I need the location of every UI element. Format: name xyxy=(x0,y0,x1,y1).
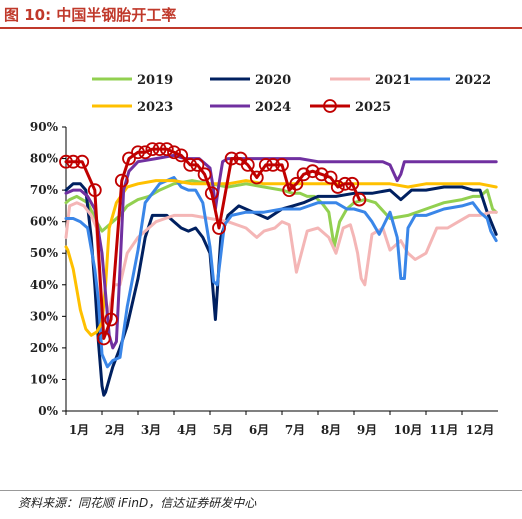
point-2025 xyxy=(240,157,255,172)
x-tick-label: 3月 xyxy=(141,423,161,437)
y-tick-label: 0% xyxy=(38,404,58,418)
point-2025 xyxy=(275,157,289,172)
point-2025 xyxy=(174,148,189,163)
legend-label-2021: 2021 xyxy=(375,73,411,88)
x-tick-label: 2月 xyxy=(105,423,125,437)
x-tick-label: 4月 xyxy=(177,423,197,437)
series-line-2025 xyxy=(64,147,361,340)
x-tick-label: 9月 xyxy=(357,423,377,437)
point-2025 xyxy=(183,157,198,172)
legend-item-2024: 2024 xyxy=(210,100,291,115)
point-2025 xyxy=(296,167,311,182)
x-tick-label: 12月 xyxy=(466,423,495,437)
point-2025 xyxy=(258,157,273,172)
legend-label-2019: 2019 xyxy=(137,73,173,88)
point-2025 xyxy=(96,331,111,346)
point-2025 xyxy=(323,170,338,185)
point-2025 xyxy=(87,183,102,198)
point-2025 xyxy=(289,176,304,191)
figure-title: 图 10: 中国半钢胎开工率 xyxy=(4,6,177,24)
point-2025 xyxy=(305,164,320,179)
legend-label-2022: 2022 xyxy=(455,73,491,88)
x-tick-label: 10月 xyxy=(394,423,423,437)
legend-marker-2025 xyxy=(323,99,337,113)
point-2025 xyxy=(224,151,239,166)
point-2025 xyxy=(104,312,118,327)
x-tick-label: 8月 xyxy=(321,423,341,437)
legend-label-2025: 2025 xyxy=(355,100,391,115)
point-2025 xyxy=(131,145,145,160)
point-2025 xyxy=(59,154,73,169)
series-line-2020 xyxy=(64,182,498,397)
axes: 0% 10% 20% 30% 40% 50% 60% 70% 80% 90% 1月 2月 3月 4月 5月 6… xyxy=(30,120,498,437)
x-tick-label: 11月 xyxy=(430,423,459,437)
y-tick-label: 70% xyxy=(30,183,59,197)
point-2025 xyxy=(197,167,212,182)
series-line-2022 xyxy=(64,176,498,369)
point-2025 xyxy=(266,157,280,172)
y-tick-label: 50% xyxy=(30,246,59,260)
legend-item-2021: 2021 xyxy=(330,73,411,88)
source-divider xyxy=(0,490,522,491)
series-line-2023 xyxy=(64,179,498,337)
point-2025 xyxy=(145,142,160,156)
legend-item-2023: 2023 xyxy=(92,100,173,115)
x-tick-label: 6月 xyxy=(249,423,269,437)
point-2025 xyxy=(330,180,345,194)
legend-item-2022: 2022 xyxy=(410,73,491,88)
y-tick-label: 90% xyxy=(30,120,59,134)
series-2020 xyxy=(64,182,498,397)
point-2025 xyxy=(338,176,352,191)
point-2025 xyxy=(159,142,174,156)
source-note: 资料来源：同花顺 iFinD，信达证券研发中心 xyxy=(18,496,257,510)
point-2025 xyxy=(249,170,264,185)
point-2025 xyxy=(152,142,167,156)
point-2025 xyxy=(190,157,205,172)
y-tick-label: 40% xyxy=(30,278,59,292)
legend-label-2024: 2024 xyxy=(255,100,291,115)
point-2025 xyxy=(66,154,81,169)
point-2025 xyxy=(122,151,136,166)
point-2025 xyxy=(212,221,226,235)
point-2025 xyxy=(75,154,90,169)
point-2025 xyxy=(114,173,129,188)
series-2025 xyxy=(59,142,367,346)
y-tick-label: 10% xyxy=(30,372,59,386)
y-tick-label: 30% xyxy=(30,309,59,323)
y-tick-label: 60% xyxy=(30,215,59,229)
y-tick-label: 80% xyxy=(30,152,59,166)
legend-item-2025: 2025 xyxy=(310,99,391,115)
x-tick-label: 7月 xyxy=(285,423,305,437)
point-2025 xyxy=(138,145,153,160)
point-2025 xyxy=(352,192,367,207)
point-2025 xyxy=(204,186,219,201)
series-2022 xyxy=(64,176,498,369)
title-divider xyxy=(0,27,522,29)
point-2025 xyxy=(314,167,329,182)
legend-item-2020: 2020 xyxy=(210,73,291,88)
y-tick-label: 20% xyxy=(30,341,59,355)
point-2025 xyxy=(345,176,360,191)
series-layer xyxy=(59,142,498,397)
legend-item-2019: 2019 xyxy=(92,73,173,88)
x-tick-label: 5月 xyxy=(213,423,233,437)
legend-label-2020: 2020 xyxy=(255,73,291,88)
point-2025 xyxy=(167,145,181,160)
series-2023 xyxy=(64,179,498,337)
legend-label-2023: 2023 xyxy=(137,100,173,115)
x-tick-label: 1月 xyxy=(69,423,89,437)
legend: 2019 2020 2021 2022 2023 2024 2025 xyxy=(92,73,491,115)
